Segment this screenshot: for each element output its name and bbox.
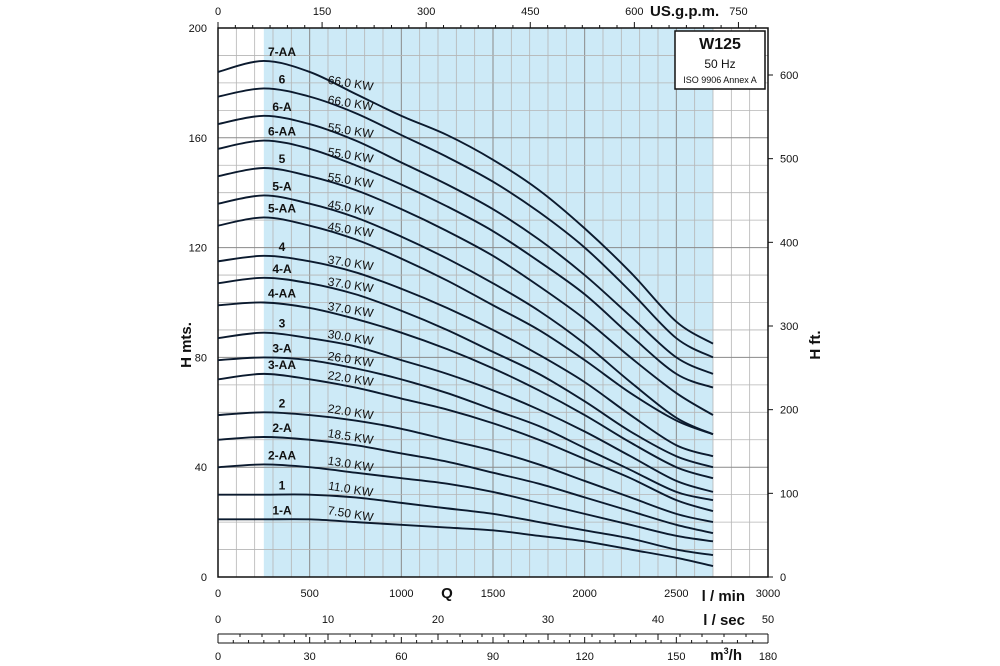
x-m3h-tick-label: 60 bbox=[395, 651, 407, 663]
y-right-tick-label: 0 bbox=[780, 572, 786, 584]
x-tick-label: 1500 bbox=[481, 588, 505, 600]
series-label-3: 3 bbox=[279, 317, 286, 331]
series-label-2: 2 bbox=[279, 396, 286, 410]
x-lsec-tick-label: 0 bbox=[215, 614, 221, 626]
x-tick-label: 3000 bbox=[756, 588, 780, 600]
y-tick-label: 160 bbox=[189, 133, 207, 145]
series-label-4-A: 4-A bbox=[272, 262, 292, 276]
series-line-1-A bbox=[217, 518, 714, 567]
y-tick-label: 0 bbox=[201, 572, 207, 584]
model-standard: ISO 9906 Annex A bbox=[683, 75, 757, 85]
x-m3h-tick-label: 30 bbox=[304, 651, 316, 663]
y-right-tick-label: 100 bbox=[780, 488, 798, 500]
series-line-3-A bbox=[217, 356, 714, 502]
y-right-tick-label: 300 bbox=[780, 321, 798, 333]
series-line-6 bbox=[217, 87, 714, 359]
series-label-2-AA: 2-AA bbox=[268, 448, 296, 462]
y-axis-label: H mts. bbox=[178, 322, 195, 368]
x-top-tick-label: 0 bbox=[215, 6, 221, 18]
series-label-5-AA: 5-AA bbox=[268, 201, 296, 215]
x-top-tick-label: 600 bbox=[625, 6, 643, 18]
x-lsec-tick-label: 20 bbox=[432, 614, 444, 626]
model-frequency: 50 Hz bbox=[704, 57, 735, 71]
x-lsec-tick-label: 50 bbox=[762, 614, 774, 626]
series-line-3-AA bbox=[217, 372, 714, 513]
y-tick-label: 200 bbox=[189, 23, 207, 35]
y-right-tick-label: 500 bbox=[780, 154, 798, 166]
x-tick-label: 500 bbox=[300, 588, 318, 600]
y-right-tick-label: 600 bbox=[780, 70, 798, 82]
x-tick-label: 2500 bbox=[664, 588, 688, 600]
x-m3h-tick-label: 90 bbox=[487, 651, 499, 663]
model-name: W125 bbox=[699, 36, 741, 53]
series-label-6: 6 bbox=[279, 72, 286, 86]
y-axis-right-label: H ft. bbox=[807, 330, 824, 359]
x-top-tick-label: 150 bbox=[313, 6, 331, 18]
x-m3h-tick-label: 120 bbox=[575, 651, 593, 663]
series-line-5-AA bbox=[217, 216, 714, 436]
x-axis-label: Q bbox=[441, 585, 453, 602]
series-line-4 bbox=[217, 254, 714, 458]
x-top-tick-label: 300 bbox=[417, 6, 435, 18]
x-tick-label: 0 bbox=[215, 588, 221, 600]
y-tick-label: 120 bbox=[189, 243, 207, 255]
plot-frame bbox=[217, 27, 769, 578]
series-line-4-AA bbox=[217, 301, 714, 480]
series-label-4: 4 bbox=[279, 240, 286, 254]
x-top-tick-label: 450 bbox=[521, 6, 539, 18]
series-label-1: 1 bbox=[279, 479, 286, 493]
x-axis-top-label: US.g.p.m. bbox=[650, 3, 719, 20]
x-m3h-tick-label: 0 bbox=[215, 651, 221, 663]
series-line-4-A bbox=[217, 276, 714, 469]
x-m3h-tick-label: 150 bbox=[667, 651, 685, 663]
series-label-6-AA: 6-AA bbox=[268, 125, 296, 139]
series-line-6-AA bbox=[217, 139, 714, 389]
y-right-tick-label: 200 bbox=[780, 405, 798, 417]
x-lsec-tick-label: 40 bbox=[652, 614, 664, 626]
y-tick-label: 40 bbox=[195, 462, 207, 474]
series-line-2-AA bbox=[217, 463, 714, 543]
x-lsec-tick-label: 30 bbox=[542, 614, 554, 626]
x-tick-label: 1000 bbox=[389, 588, 413, 600]
x-tick-label: 2000 bbox=[572, 588, 596, 600]
series-label-2-A: 2-A bbox=[272, 421, 292, 435]
x-axis-lsec-label: l / sec bbox=[703, 612, 745, 629]
x-m3h-tick-label: 180 bbox=[759, 651, 777, 663]
series-line-7-AA bbox=[217, 59, 714, 345]
model-box: W125 50 Hz ISO 9906 Annex A bbox=[674, 30, 766, 90]
x-axis-unit-label: l / min bbox=[702, 588, 745, 605]
series-line-5-A bbox=[217, 194, 714, 436]
series-label-3-AA: 3-AA bbox=[268, 358, 296, 372]
x-axis-m3h-label: m3/h bbox=[710, 646, 742, 664]
series-line-1 bbox=[218, 493, 714, 556]
series-line-2 bbox=[217, 411, 714, 524]
series-line-3 bbox=[217, 331, 714, 493]
series-line-6-A bbox=[217, 114, 714, 375]
x-top-tick-label: 750 bbox=[729, 6, 747, 18]
series-line-5 bbox=[217, 167, 714, 416]
series-label-1-A: 1-A bbox=[272, 503, 292, 517]
series-label-5-A: 5-A bbox=[272, 179, 292, 193]
series-line-2-A bbox=[217, 436, 714, 535]
series-label-7-AA: 7-AA bbox=[268, 45, 296, 59]
y-right-tick-label: 400 bbox=[780, 237, 798, 249]
y-tick-label: 80 bbox=[195, 352, 207, 364]
series-label-5: 5 bbox=[279, 152, 286, 166]
x-lsec-tick-label: 10 bbox=[322, 614, 334, 626]
series-label-3-A: 3-A bbox=[272, 341, 292, 355]
series-label-6-A: 6-A bbox=[272, 100, 292, 114]
series-label-4-AA: 4-AA bbox=[268, 287, 296, 301]
